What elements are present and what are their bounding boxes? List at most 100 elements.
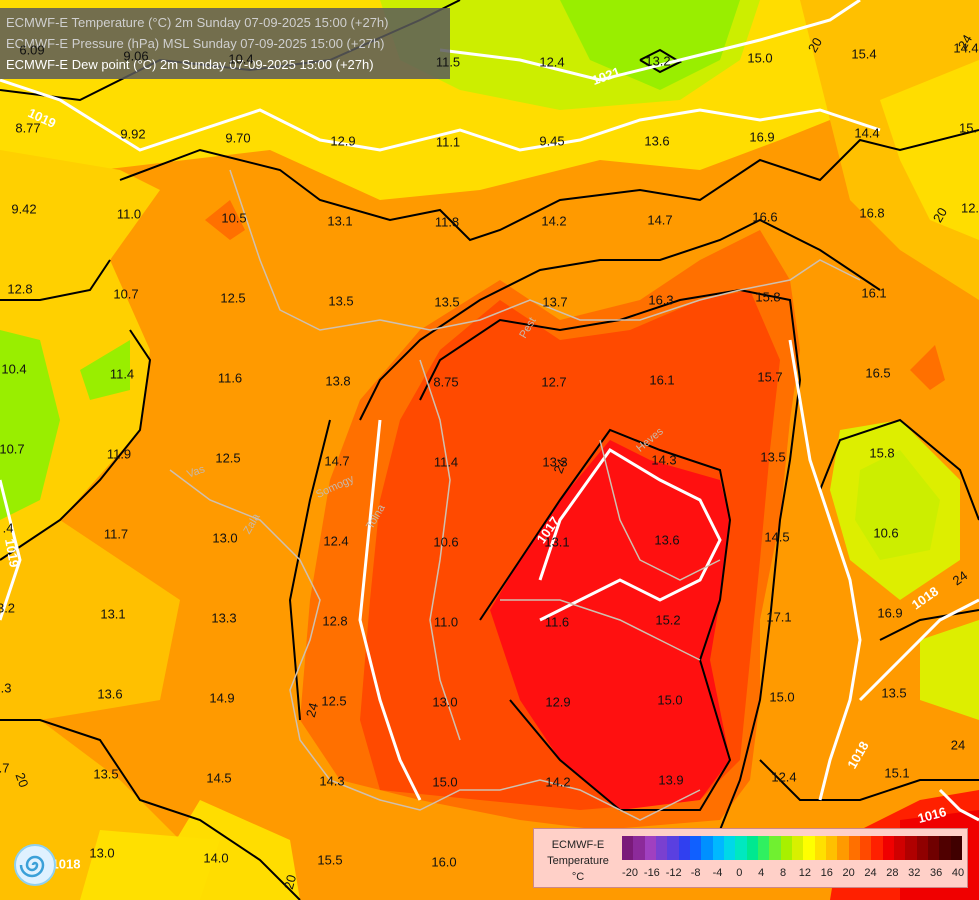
dewpoint-value: .4 xyxy=(2,520,14,536)
colorbar-swatch xyxy=(882,836,894,860)
colorbar-tick-label: -12 xyxy=(665,867,682,879)
dewpoint-value: 13.2 xyxy=(645,53,671,69)
dewpoint-value: 13.0 xyxy=(432,694,458,710)
colorbar-tick-label: 0 xyxy=(736,867,743,879)
colorbar-swatch xyxy=(893,836,906,860)
colorbar-tick-label: 28 xyxy=(886,867,899,879)
dewpoint-value: 9.42 xyxy=(11,201,37,217)
dewpoint-value: 11.7 xyxy=(103,526,129,542)
dewpoint-value: 15.2 xyxy=(655,612,681,628)
dewpoint-value: 13.3 xyxy=(211,610,237,626)
colorbar-model: ECMWF-E xyxy=(551,839,605,851)
colorbar-swatch xyxy=(667,836,679,860)
dewpoint-value: 11.4 xyxy=(109,366,135,382)
colorbar-tick-label: 36 xyxy=(930,867,943,879)
dewpoint-value: 12.5 xyxy=(220,290,246,306)
dewpoint-value: 10.4 xyxy=(1,361,27,377)
dewpoint-value: 12.9 xyxy=(545,694,571,710)
dewpoint-value: 16.9 xyxy=(877,605,903,621)
dewpoint-value: 12.9 xyxy=(330,133,356,149)
colorbar-tick-label: 8 xyxy=(780,867,787,879)
dewpoint-value: 9.92 xyxy=(120,126,146,142)
dewpoint-value: 12.4 xyxy=(539,54,565,70)
dewpoint-value: 11.0 xyxy=(116,206,142,222)
dewpoint-value: 15.8 xyxy=(869,445,895,461)
dewpoint-value: 13.5 xyxy=(881,685,907,701)
colorbar-unit: °C xyxy=(571,871,585,883)
dewpoint-value: 12.8 xyxy=(322,613,348,629)
colorbar-swatch xyxy=(837,836,849,860)
dewpoint-value: 15.0 xyxy=(769,689,795,705)
dewpoint-value: 9.45 xyxy=(539,133,565,149)
colorbar-tick-label: 40 xyxy=(951,867,965,879)
dewpoint-value: 11.8 xyxy=(434,214,460,230)
colorbar-swatches xyxy=(622,836,962,860)
colorbar-swatch xyxy=(678,836,690,860)
colorbar-swatch xyxy=(939,836,951,860)
colorbar-swatch xyxy=(757,836,770,860)
ecmwf-logo-icon xyxy=(14,844,56,886)
dewpoint-value: 12.5 xyxy=(215,450,241,466)
dewpoint-value: 8.77 xyxy=(15,120,41,136)
colorbar-tick-label: -8 xyxy=(690,867,701,879)
dewpoint-value: 11.6 xyxy=(544,614,570,630)
dewpoint-value: 12. xyxy=(960,200,979,216)
colorbar-swatch xyxy=(916,836,928,860)
colorbar-swatch xyxy=(905,836,917,860)
dewpoint-value: 14.4 xyxy=(953,40,979,56)
colorbar-swatch xyxy=(927,836,940,860)
spiral-icon xyxy=(19,855,45,878)
dewpoint-value: 13.5 xyxy=(93,766,119,782)
colorbar-tick-label: 4 xyxy=(758,867,765,879)
dewpoint-value: 16.8 xyxy=(859,205,885,221)
colorbar-tick-label: 16 xyxy=(820,867,833,879)
colorbar-swatch xyxy=(825,836,838,860)
dewpoint-value: 15.1 xyxy=(884,765,910,781)
colorbar-swatch xyxy=(859,836,872,860)
dewpoint-value: 16.0 xyxy=(431,854,457,870)
colorbar-swatch xyxy=(701,836,713,860)
dewpoint-value: 12.8 xyxy=(7,281,33,297)
dewpoint-value: 15.5 xyxy=(317,852,343,868)
map-title-box: ECMWF-E Temperature (°C) 2m Sunday 07-09… xyxy=(0,8,450,79)
colorbar-swatch xyxy=(622,836,634,860)
colorbar-swatch xyxy=(791,836,804,860)
dewpoint-value: 11.5 xyxy=(435,54,461,70)
colorbar-swatch xyxy=(633,836,645,860)
colorbar-swatch xyxy=(848,836,860,860)
dewpoint-value: 16.5 xyxy=(865,365,891,381)
dewpoint-value: 16.6 xyxy=(752,209,778,225)
dewpoint-value: 10.7 xyxy=(0,441,25,457)
dewpoint-value: 13.5 xyxy=(434,294,460,310)
isotherm-label: 24 xyxy=(950,737,966,753)
colorbar-variable: Temperature xyxy=(547,855,609,867)
dewpoint-value: 13.7 xyxy=(542,294,568,310)
dewpoint-value: 14.2 xyxy=(545,774,571,790)
colorbar-swatch xyxy=(644,836,656,860)
dewpoint-value: 3.2 xyxy=(0,600,16,616)
isobar-label: 1018 xyxy=(51,856,81,872)
dewpoint-value: 11.6 xyxy=(217,370,243,386)
colorbar-swatch xyxy=(769,836,781,860)
colorbar-swatch xyxy=(871,836,883,860)
dewpoint-value: 16.3 xyxy=(648,292,674,308)
dewpoint-value: 13.1 xyxy=(100,606,126,622)
dewpoint-value: 13.0 xyxy=(89,845,115,861)
dewpoint-value: 13.0 xyxy=(212,530,238,546)
colorbar-tick-label: -4 xyxy=(712,867,723,879)
dewpoint-value: 13.6 xyxy=(644,133,670,149)
colorbar-tick-label: 24 xyxy=(864,867,877,879)
dewpoint-value: .3 xyxy=(0,680,12,696)
dewpoint-value: 10.6 xyxy=(873,525,899,541)
dewpoint-value: 14.5 xyxy=(764,529,790,545)
dewpoint-value: 16.9 xyxy=(749,129,775,145)
colorbar-swatch xyxy=(814,836,826,860)
dewpoint-value: 8.75 xyxy=(433,374,459,390)
dewpoint-value: 15.0 xyxy=(657,692,683,708)
colorbar-swatch xyxy=(780,836,792,860)
dewpoint-value: 11.9 xyxy=(106,446,132,462)
dewpoint-value: 12.7 xyxy=(541,374,567,390)
dewpoint-value: 13.5 xyxy=(760,449,786,465)
